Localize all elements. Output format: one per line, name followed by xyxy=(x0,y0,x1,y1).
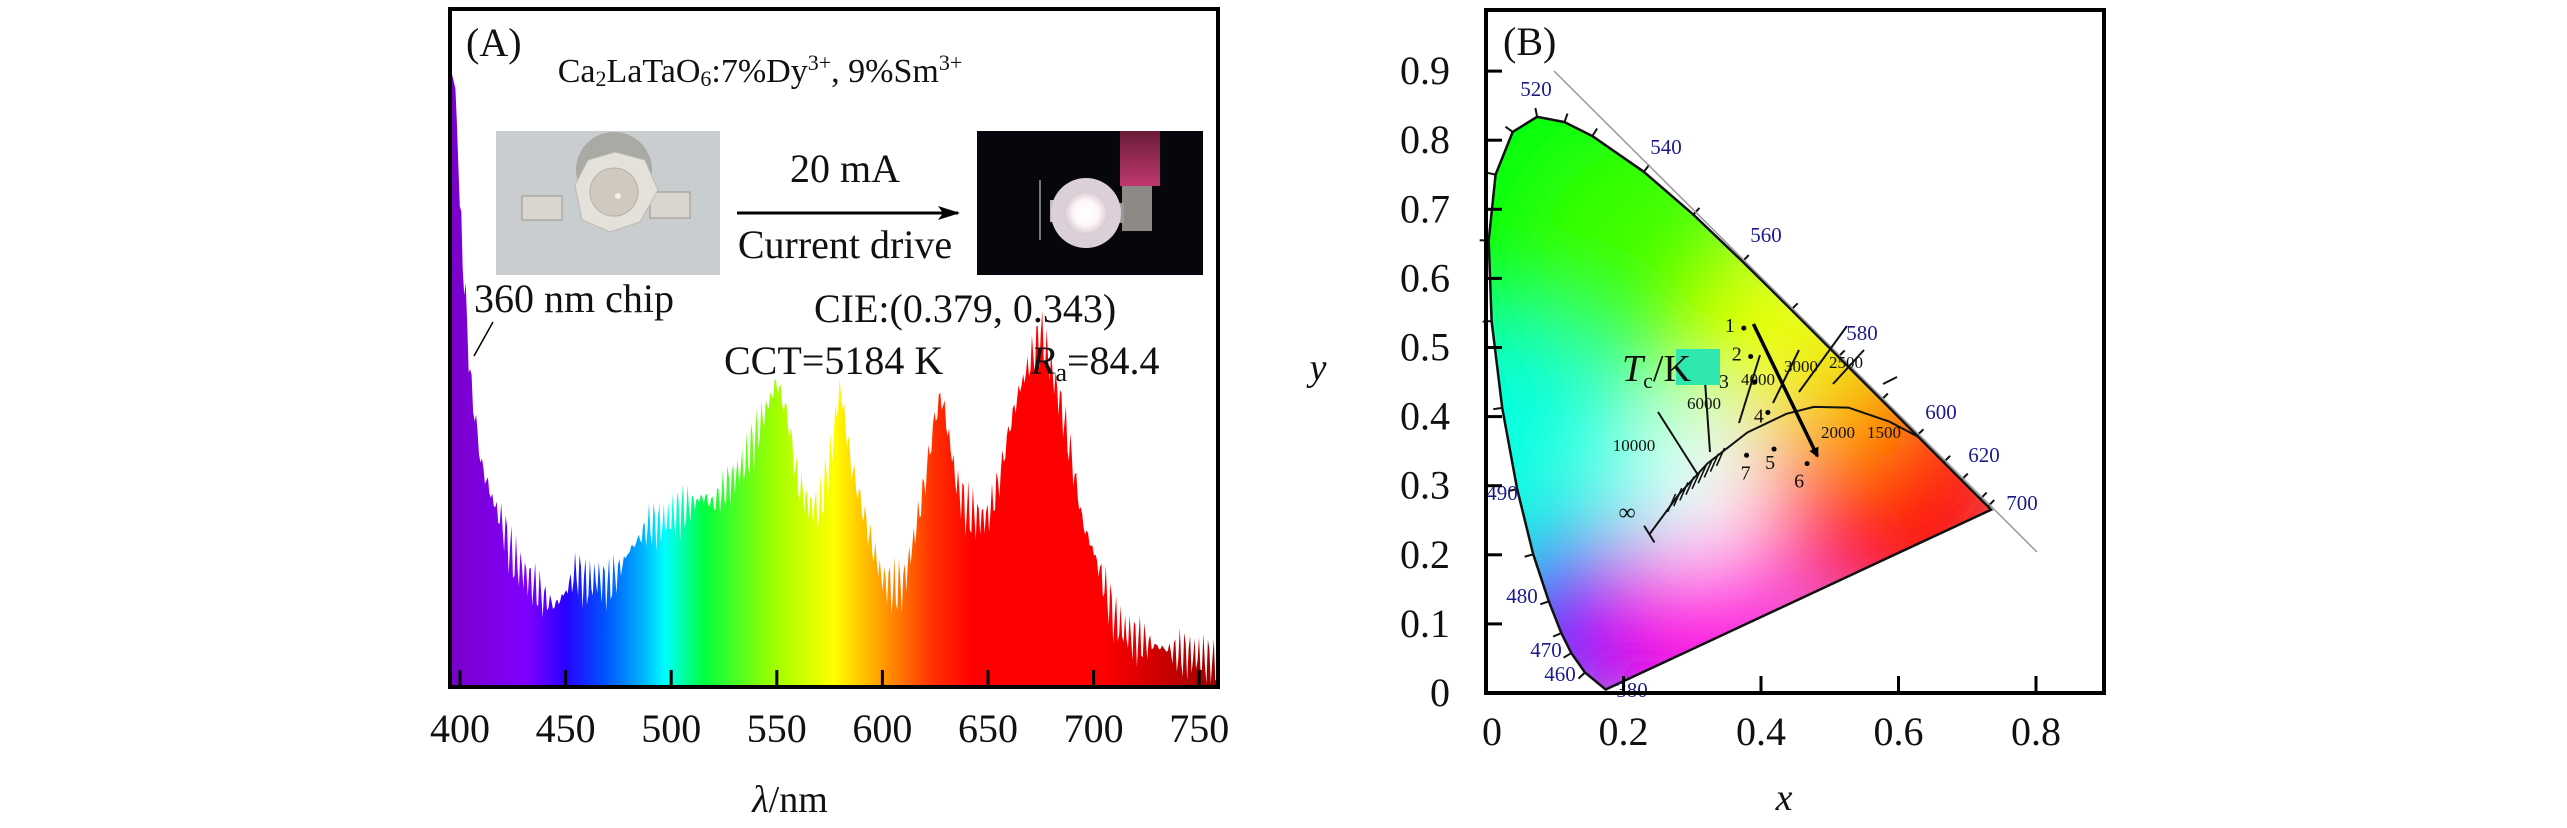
point-marker xyxy=(1744,452,1750,458)
wavelength-label: 520 xyxy=(1520,77,1552,101)
x-tick-label: 750 xyxy=(1169,706,1229,751)
wavelength-label: 480 xyxy=(1506,584,1538,608)
x-tick-label: 400 xyxy=(430,706,490,751)
cct-label: 10000 xyxy=(1613,436,1656,455)
wavelength-label: 620 xyxy=(1968,443,2000,467)
y-tick-label: 0.2 xyxy=(1400,532,1450,577)
wavelength-label: 600 xyxy=(1925,400,1957,424)
cct-label: 1500 xyxy=(1867,423,1901,442)
y-axis-label-b: y xyxy=(1306,347,1327,389)
sample-point-3: 3 xyxy=(1719,371,1758,393)
cct-label: ∞ xyxy=(1618,500,1635,526)
x-tick-label: 500 xyxy=(641,706,701,751)
led-photo-on xyxy=(977,131,1203,275)
tc-label-box xyxy=(1676,349,1720,385)
chip-label: 360 nm chip xyxy=(474,276,674,321)
panel-a-label: (A) xyxy=(466,20,522,65)
panel-a: 400 450 500 550 600 650 700 750 (A) Ca2LaTaO6:7… xyxy=(430,7,1229,821)
drive-label: Current drive xyxy=(738,222,952,267)
point-label: 5 xyxy=(1765,452,1775,474)
x-tick-label: 0.4 xyxy=(1736,709,1786,754)
point-marker xyxy=(1752,379,1758,385)
x-axis-label-b: x xyxy=(1775,777,1793,819)
cct-value: CCT=5184 K xyxy=(724,338,943,383)
cct-label: 3000 xyxy=(1784,357,1818,376)
y-tick-label: 0.6 xyxy=(1400,255,1450,300)
axis-ticks-b: 0 0.1 0.2 0.3 0.4 0.5 0.6 0.7 0.8 0.9 0 0.2 0.4 0.6 0.… xyxy=(1400,48,2061,754)
x-tick-label: 0.8 xyxy=(2011,709,2061,754)
cct-label: 2500 xyxy=(1829,353,1863,372)
y-tick-label: 0.3 xyxy=(1400,463,1450,508)
trend-arrow xyxy=(1751,323,1819,458)
x-tick-label: 550 xyxy=(747,706,807,751)
sample-point-1: 1 xyxy=(1725,315,1747,337)
tc-axis-label: Tc/K xyxy=(1622,348,1691,393)
sample-point-5: 5 xyxy=(1765,446,1777,474)
x-tick-label: 0.6 xyxy=(1874,709,1924,754)
wavelength-label: 460 xyxy=(1544,662,1576,686)
point-label: 1 xyxy=(1725,315,1735,337)
phosphor-formula: Ca2LaTaO6:7%Dy3+, 9%Sm3+ xyxy=(558,50,963,92)
point-label: 7 xyxy=(1741,462,1751,484)
cie-coordinates: CIE:(0.379, 0.343) xyxy=(814,286,1116,331)
wavelength-label: 470 xyxy=(1530,638,1562,662)
current-label: 20 mA xyxy=(790,146,900,191)
y-tick-label: 0.9 xyxy=(1400,48,1450,93)
point-marker xyxy=(1804,461,1810,467)
spectral-locus xyxy=(1487,115,1994,691)
y-tick-label: 0.1 xyxy=(1400,601,1450,646)
sample-point-6: 6 xyxy=(1794,461,1810,493)
y-tick-label: 0 xyxy=(1430,670,1450,715)
wavelength-label: 700 xyxy=(2006,491,2038,515)
spectrum-area xyxy=(450,65,1218,687)
x-tick-label: 700 xyxy=(1064,706,1124,751)
wavelength-label: 580 xyxy=(1846,321,1878,345)
point-label: 6 xyxy=(1794,471,1804,493)
point-label: 4 xyxy=(1754,405,1764,427)
sample-point-2: 2 xyxy=(1732,343,1754,365)
panel-b-frame xyxy=(1484,8,2106,695)
point-marker xyxy=(1748,353,1754,359)
chip-leader-line xyxy=(473,321,494,357)
panel-a-frame xyxy=(448,7,1220,689)
sample-point-7: 7 xyxy=(1741,452,1751,484)
cct-label: 4000 xyxy=(1741,370,1775,389)
planckian-locus: 10000 6000 4000 3000 2500 2000 1500 ∞ xyxy=(1613,325,1920,543)
point-marker xyxy=(1765,409,1771,415)
cct-label: 6000 xyxy=(1687,394,1721,413)
x-axis-label-a: λ/nm xyxy=(751,779,828,821)
x-tick-label: 450 xyxy=(536,706,596,751)
sample-points: 1 23 4 56 7 xyxy=(1719,315,1810,493)
cct-label: 2000 xyxy=(1821,423,1855,442)
x-tick-label: 0 xyxy=(1482,709,1502,754)
ra-value: Ra=84.4 xyxy=(1030,338,1160,387)
point-label: 2 xyxy=(1732,343,1742,365)
y-tick-label: 0.7 xyxy=(1400,186,1450,231)
cie-gamut-fill xyxy=(1488,116,1992,690)
point-marker xyxy=(1741,325,1747,331)
planckian-curve xyxy=(1648,405,1920,535)
x-tick-label: 650 xyxy=(958,706,1018,751)
y-tick-label: 0.8 xyxy=(1400,117,1450,162)
wavelength-label: 540 xyxy=(1650,135,1682,159)
point-marker xyxy=(1771,446,1777,452)
wavelength-label: 380 xyxy=(1616,678,1648,702)
point-label: 3 xyxy=(1719,371,1729,393)
sample-point-4: 4 xyxy=(1754,405,1771,427)
wavelength-label: 560 xyxy=(1750,223,1782,247)
panel-b-label: (B) xyxy=(1503,19,1556,64)
led-photo-off xyxy=(496,131,720,275)
tangent-line xyxy=(1553,70,2038,553)
spectral-locus-ticks xyxy=(1479,107,1995,680)
y-tick-label: 0.4 xyxy=(1400,394,1450,439)
x-tick-label: 600 xyxy=(852,706,912,751)
x-tick-label: 0.2 xyxy=(1599,709,1649,754)
y-tick-label: 0.5 xyxy=(1400,325,1450,370)
x-ticks-a: 400 450 500 550 600 650 700 750 xyxy=(430,670,1229,751)
